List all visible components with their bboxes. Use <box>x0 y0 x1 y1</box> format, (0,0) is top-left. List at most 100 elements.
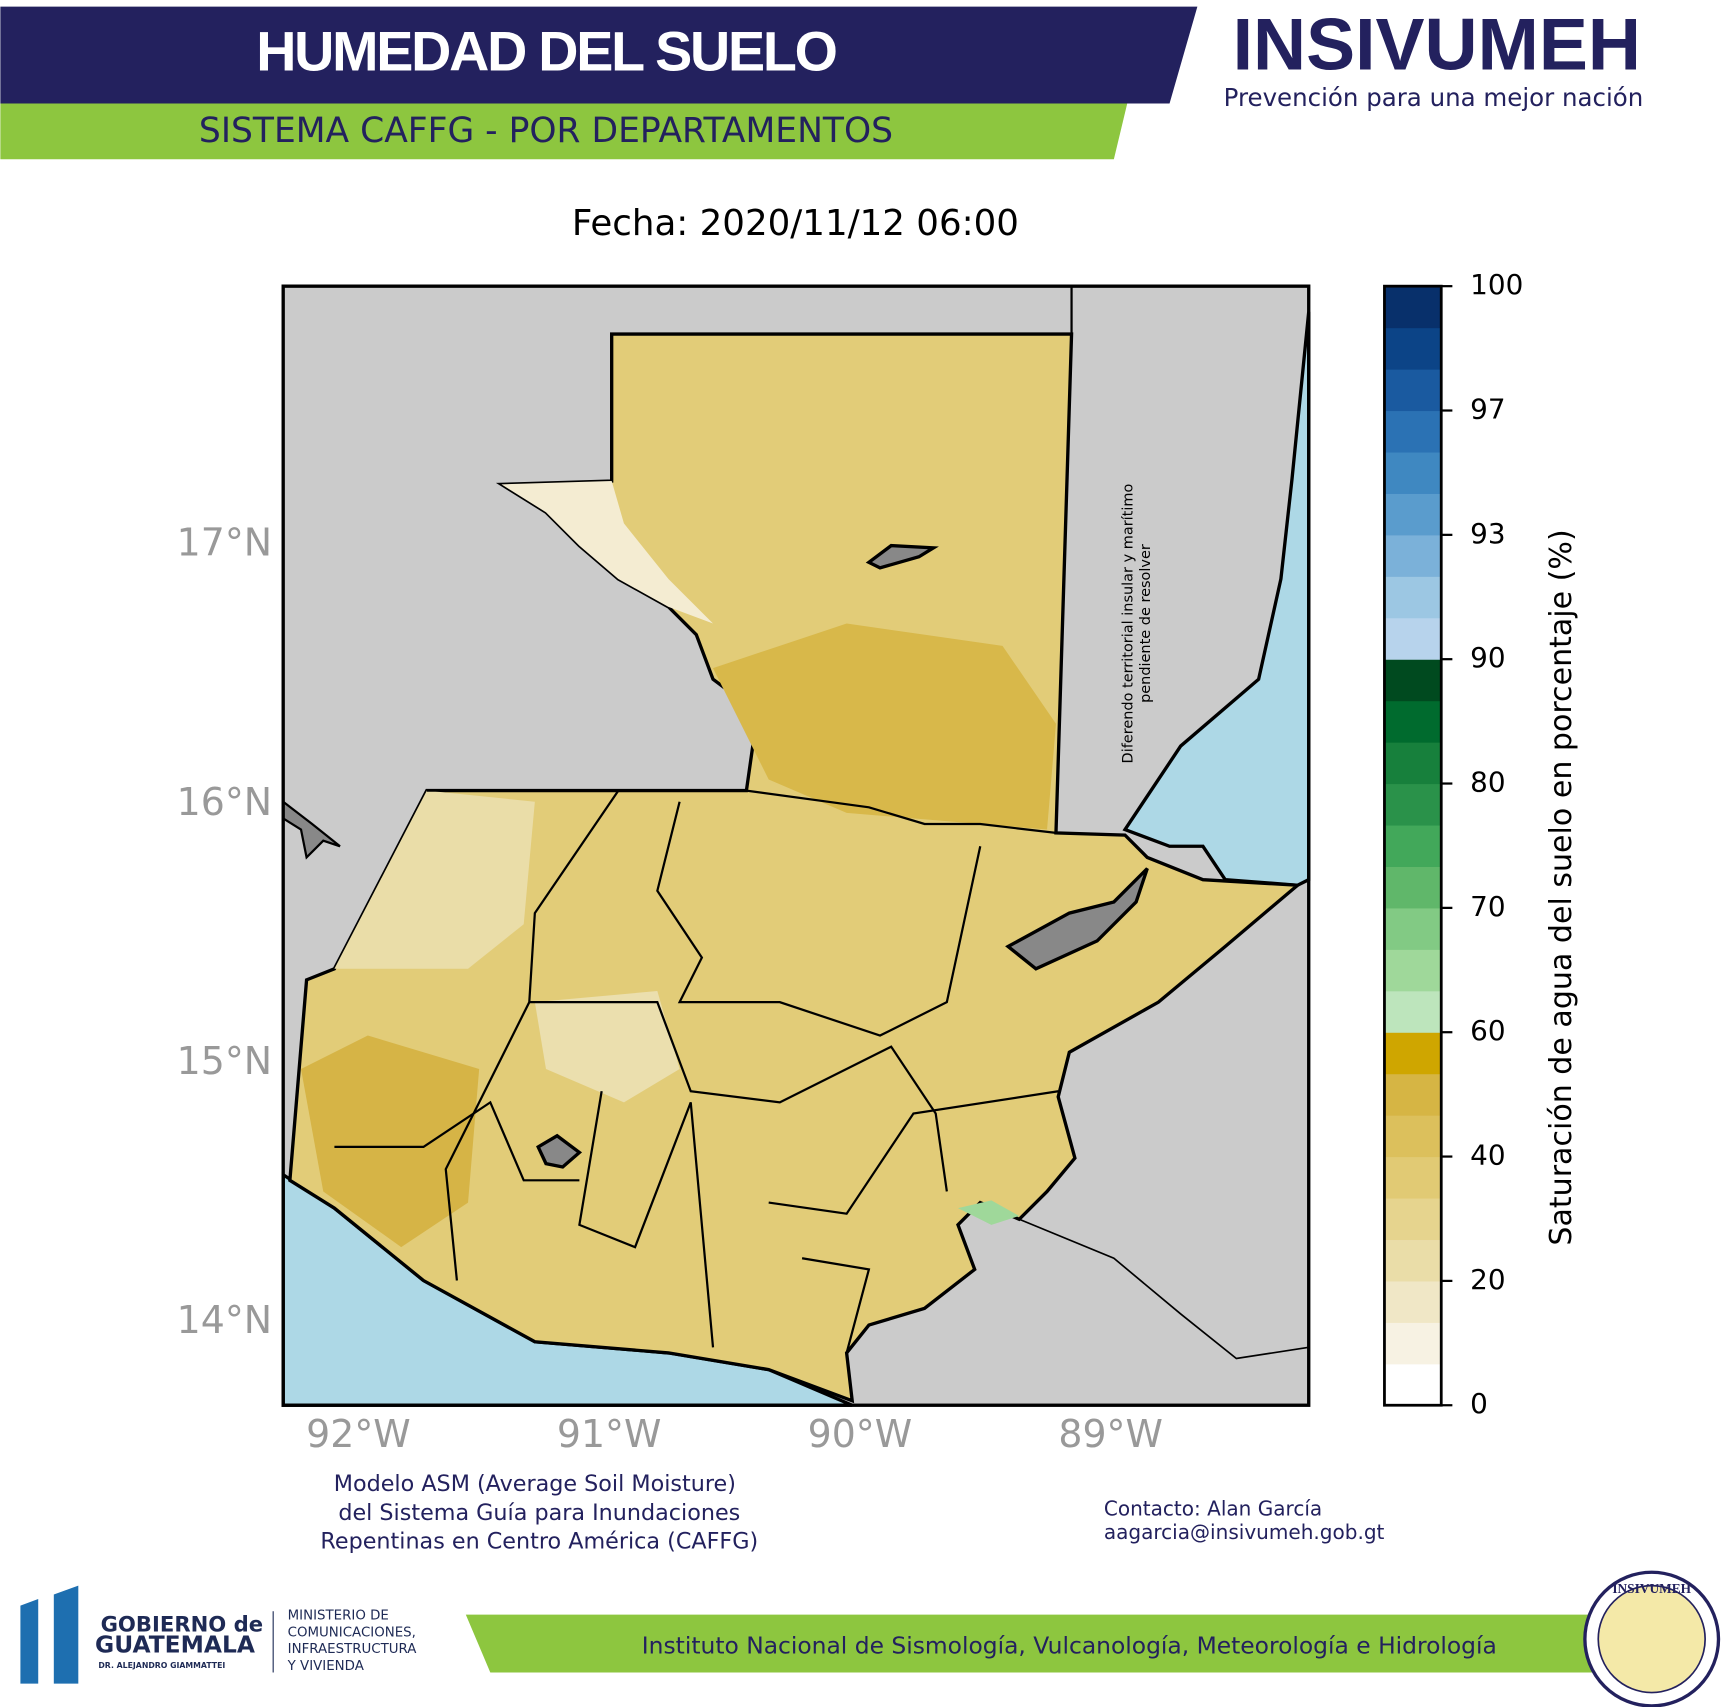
department-line <box>656 801 982 1037</box>
y-tick-label: 14°N <box>177 1298 272 1342</box>
institute: Instituto Nacional de Sismología, Vulcan… <box>642 1631 1497 1659</box>
border-line <box>1054 286 1073 833</box>
colorbar-bin <box>1384 1115 1442 1158</box>
department-line <box>768 1090 1059 1215</box>
footer-band <box>465 1614 1593 1673</box>
lake-izabal <box>1005 867 1149 971</box>
colorbar-tick-label: 97 <box>1470 393 1505 426</box>
moist-spot <box>957 1200 1020 1225</box>
department-line <box>444 789 620 1281</box>
colorbar-bin <box>1384 783 1442 826</box>
colorbar-bin <box>1384 1363 1442 1406</box>
colorbar-tick-label: 93 <box>1470 517 1505 550</box>
model-note: Modelo ASM (Average Soil Moisture) <box>334 1471 736 1497</box>
gov-president: DR. ALEJANDRO GIAMMATTEI <box>98 1661 225 1670</box>
colorbar-bin <box>1384 1156 1442 1199</box>
colorbar-tick-label: 100 <box>1470 268 1523 301</box>
tagline: Prevención para una mejor nación <box>1224 83 1644 112</box>
seal-inner <box>1597 1584 1706 1694</box>
department-line <box>334 1100 580 1182</box>
wet-zone <box>301 1035 480 1248</box>
department-line <box>426 789 1057 835</box>
y-tick-label: 15°N <box>177 1039 272 1083</box>
colorbar-bin <box>1384 1322 1442 1365</box>
colorbar-bin <box>1384 327 1442 370</box>
colorbar-bin <box>1384 700 1442 743</box>
brand: INSIVUMEH <box>1233 3 1641 86</box>
x-tick-label: 92°W <box>306 1412 410 1456</box>
guatemala <box>288 332 1302 1404</box>
colorbar-bin <box>1384 1073 1442 1116</box>
seal-text: INSIVUMEH <box>1612 1581 1691 1596</box>
colorbar-bin <box>1384 451 1442 494</box>
colorbar-tick-label: 80 <box>1470 766 1505 799</box>
colorbar-bin <box>1384 286 1442 329</box>
lake <box>282 799 341 860</box>
gov-logo-bar <box>20 1598 39 1684</box>
colorbar-bin <box>1384 659 1442 702</box>
colorbar-bin <box>1384 1198 1442 1241</box>
colorbar: 0 20 40 60 70 80 90 93 97 100 <box>1383 268 1523 1420</box>
map-frame <box>281 284 1311 1407</box>
gov-name: GUATEMALA <box>95 1630 255 1658</box>
gov-name: GOBIERNO de <box>101 1612 264 1637</box>
colorbar-frame <box>1383 284 1443 1407</box>
colorbar-bin <box>1384 410 1442 453</box>
lake-peten-itza <box>865 543 939 570</box>
colorbar-bin <box>1384 534 1442 577</box>
dry-zone <box>501 481 714 624</box>
colorbar-bin <box>1384 576 1442 619</box>
x-tick-label: 89°W <box>1058 1412 1163 1456</box>
x-tick-label: 90°W <box>808 1412 913 1456</box>
colorbar-bin <box>1384 1032 1442 1075</box>
colorbar-bin <box>1384 1280 1442 1323</box>
map-annotation: pendiente de resolver <box>1138 544 1154 703</box>
colorbar-tick-label: 60 <box>1470 1014 1505 1047</box>
lake-atitlan <box>536 1133 583 1169</box>
colorbar-bin <box>1384 866 1442 909</box>
department-line <box>529 1001 948 1192</box>
wet-zone <box>713 623 1056 830</box>
contact: Contacto: Alan García <box>1104 1496 1322 1520</box>
colorbar-bin <box>1384 949 1442 992</box>
dry-zone <box>534 991 680 1103</box>
department-line <box>578 1091 715 1348</box>
y-tick-label: 17°N <box>177 521 272 565</box>
map: Diferendo territorial insular y marítimo… <box>281 284 1311 1407</box>
colorbar-bin <box>1384 493 1442 536</box>
contact: aagarcia@insivumeh.gob.gt <box>1104 1520 1385 1544</box>
header-subtitle: SISTEMA CAFFG - POR DEPARTAMENTOS <box>199 111 893 151</box>
colorbar-tick-label: 70 <box>1470 890 1505 923</box>
model-note: Repentinas en Centro América (CAFFG) <box>320 1529 758 1555</box>
map-annotation: Diferendo territorial insular y marítimo <box>1120 484 1136 764</box>
dry-zone <box>334 790 535 969</box>
colorbar-tick-label: 90 <box>1470 641 1505 674</box>
department-line <box>801 1257 871 1354</box>
ministry: Y VIVIENDA <box>287 1659 365 1674</box>
model-note: del Sistema Guía para Inundaciones <box>338 1500 740 1526</box>
colorbar-tick-label: 0 <box>1470 1387 1488 1420</box>
colorbar-bin <box>1384 742 1442 785</box>
border-line <box>1018 1218 1309 1360</box>
gov-logo-bar <box>53 1585 79 1684</box>
colorbar-bin <box>1384 1239 1442 1282</box>
colorbar-bin <box>1384 617 1442 660</box>
ministry: MINISTERIO DE <box>288 1609 389 1624</box>
subtitle-band <box>0 103 1128 160</box>
colorbar-bin <box>1384 907 1442 950</box>
x-tick-label: 91°W <box>557 1412 661 1456</box>
colorbar-bin <box>1384 369 1442 412</box>
colorbar-tick-label: 40 <box>1470 1139 1505 1172</box>
y-tick-label: 16°N <box>177 780 272 824</box>
header-title: HUMEDAD DEL SUELO <box>256 20 836 82</box>
ministry: INFRAESTRUCTURA <box>288 1642 418 1657</box>
colorbar-bin <box>1384 824 1442 867</box>
ministry: COMUNICACIONES, <box>288 1625 416 1640</box>
header-band <box>0 6 1198 104</box>
date-title: Fecha: 2020/11/12 06:00 <box>572 203 1019 244</box>
colorbar-bin <box>1384 990 1442 1033</box>
colorbar-label: Saturación de agua del suelo en porcenta… <box>1544 529 1579 1245</box>
colorbar-tick-label: 20 <box>1470 1263 1505 1296</box>
